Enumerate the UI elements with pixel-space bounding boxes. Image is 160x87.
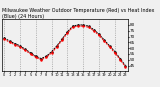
Text: Milwaukee Weather Outdoor Temperature (Red) vs Heat Index (Blue) (24 Hours): Milwaukee Weather Outdoor Temperature (R… bbox=[2, 8, 154, 19]
